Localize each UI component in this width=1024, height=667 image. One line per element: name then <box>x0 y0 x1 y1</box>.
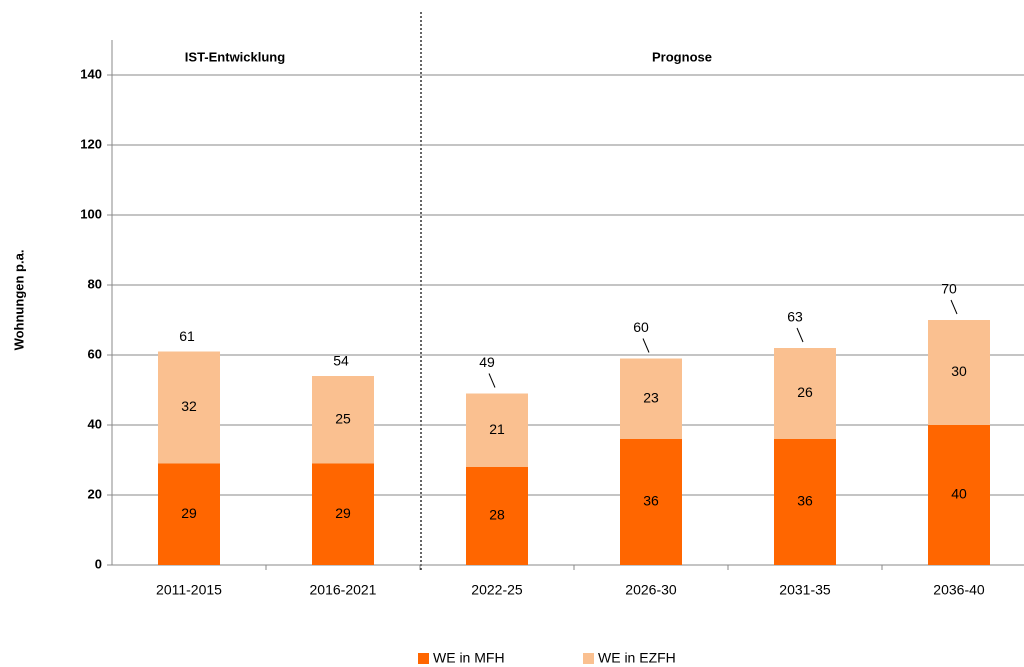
total-label: 49 <box>479 354 495 370</box>
data-label: 30 <box>951 363 967 379</box>
annotation: Prognose <box>652 49 712 64</box>
data-label: 40 <box>951 486 967 502</box>
bar-segment <box>312 463 374 565</box>
y-tick-label: 80 <box>88 276 102 291</box>
data-label: 26 <box>797 384 813 400</box>
x-tick-label: 2011-2015 <box>156 582 222 598</box>
total-label: 60 <box>633 319 649 335</box>
bar-segment <box>466 467 528 565</box>
total-label: 70 <box>941 281 957 297</box>
data-label: 28 <box>489 507 505 523</box>
bar-segment <box>620 358 682 439</box>
total-leader <box>796 327 804 343</box>
y-tick-label: 40 <box>88 416 102 431</box>
legend-label: WE in MFH <box>433 650 505 666</box>
y-tick-label: 100 <box>80 206 102 221</box>
bar-segment <box>312 376 374 464</box>
data-label: 21 <box>489 421 505 437</box>
y-tick-label: 120 <box>80 136 102 151</box>
total-label: 54 <box>333 353 349 369</box>
annotation: IST-Entwicklung <box>185 49 285 64</box>
bar-segment <box>928 320 990 425</box>
y-tick-label: 140 <box>80 66 102 81</box>
legend-swatch <box>418 653 429 664</box>
data-label: 25 <box>335 410 351 426</box>
y-tick-label: 60 <box>88 346 102 361</box>
y-tick-label: 0 <box>95 556 102 571</box>
total-leader <box>488 373 496 388</box>
legend-swatch <box>583 653 594 664</box>
y-axis-label: Wohnungen p.a. <box>11 250 26 351</box>
x-tick-label: 2036-40 <box>933 582 985 598</box>
x-tick-label: 2022-25 <box>471 582 523 598</box>
data-label: 32 <box>181 398 197 414</box>
bar-segment <box>928 425 990 565</box>
bar-segment <box>620 439 682 565</box>
data-label: 29 <box>335 505 351 521</box>
bar-segment <box>158 463 220 565</box>
bar-segment <box>466 393 528 467</box>
y-tick-label: 20 <box>88 486 102 501</box>
total-leader <box>950 299 958 315</box>
data-label: 36 <box>797 493 813 509</box>
data-label: 36 <box>643 493 659 509</box>
bar-segment <box>158 351 220 464</box>
total-label: 63 <box>787 309 803 325</box>
data-label: 29 <box>181 505 197 521</box>
bar-segment <box>774 439 836 565</box>
legend-label: WE in EZFH <box>598 650 676 666</box>
x-tick-label: 2026-30 <box>625 582 677 598</box>
total-leader <box>642 338 650 353</box>
bar-segment <box>774 348 836 439</box>
data-label: 23 <box>643 389 659 405</box>
x-tick-label: 2031-35 <box>779 582 831 598</box>
x-tick-label: 2016-2021 <box>310 582 377 598</box>
total-label: 61 <box>179 328 195 344</box>
